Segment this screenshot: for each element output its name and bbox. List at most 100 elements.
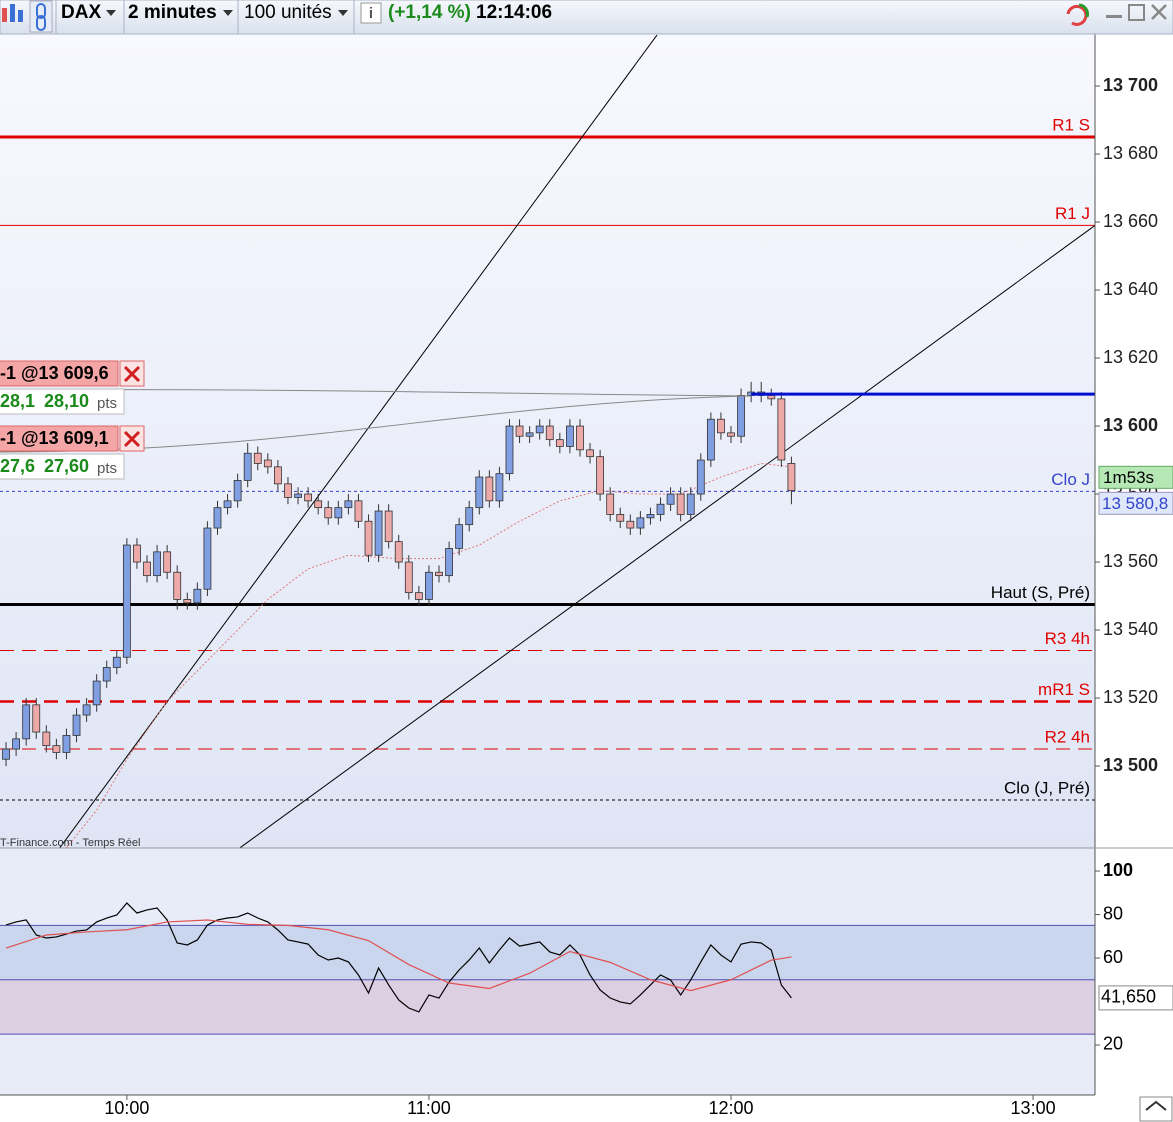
dropdown-arrow[interactable] xyxy=(106,10,116,16)
candle-body xyxy=(656,503,665,515)
candle-body xyxy=(485,476,494,502)
units-select[interactable]: 100 unités xyxy=(244,2,332,23)
info-button[interactable]: i xyxy=(360,2,382,24)
candle-body xyxy=(173,571,182,600)
candle-icon[interactable] xyxy=(2,4,23,22)
level-label: R2 4h xyxy=(1045,728,1090,747)
gain-unit: pts xyxy=(97,395,117,412)
candle-body xyxy=(52,745,61,753)
y-tick-label: 13 680 xyxy=(1103,143,1158,163)
level-label: Haut (S, Pré) xyxy=(991,583,1090,602)
candle-body xyxy=(42,731,51,747)
candle-body xyxy=(22,704,31,740)
rsi-lower-band xyxy=(0,979,1095,1035)
candle-body xyxy=(122,544,131,658)
candle-body xyxy=(555,439,564,447)
gain-box xyxy=(0,453,125,480)
candle-body xyxy=(445,548,453,577)
candle-body xyxy=(32,704,41,733)
candle-body xyxy=(163,551,172,573)
source: T-Finance.com - Temps Réel xyxy=(0,837,140,849)
candle-body xyxy=(2,748,10,760)
link-icon[interactable] xyxy=(29,0,53,33)
gain: 27,6 xyxy=(0,456,35,476)
candle-body xyxy=(475,476,484,509)
candle-body xyxy=(717,418,725,434)
clock: 12:14:06 xyxy=(476,2,552,23)
candle-body xyxy=(294,493,302,498)
symbol-select[interactable]: DAX xyxy=(61,2,101,23)
candle-body xyxy=(304,493,313,502)
candle-body xyxy=(646,514,655,519)
candle-body xyxy=(253,452,262,464)
price-axis xyxy=(1095,34,1173,1122)
candle-body xyxy=(12,738,21,750)
y-tick-label: 13 500 xyxy=(1103,755,1158,775)
candle-body xyxy=(72,714,81,736)
refresh-button[interactable] xyxy=(1066,3,1089,26)
y-tick-label: 13 700 xyxy=(1103,75,1158,95)
candle-body xyxy=(545,425,554,441)
y-tick-label: 13 640 xyxy=(1103,279,1158,299)
candle-body xyxy=(193,588,202,604)
candle-body xyxy=(767,395,776,400)
candle-body xyxy=(102,667,111,682)
candle-body xyxy=(324,507,333,519)
candle-body xyxy=(414,592,423,600)
change: (+1,14 %) xyxy=(388,2,471,23)
corner-icon[interactable] xyxy=(1139,1096,1173,1122)
candle-body xyxy=(364,520,373,556)
close-button[interactable] xyxy=(1151,4,1167,20)
rsi-value-box xyxy=(1098,985,1173,1011)
candle-body xyxy=(525,432,534,437)
candle-body xyxy=(455,524,464,549)
time-axis xyxy=(0,1095,1095,1122)
gain: 28,1 xyxy=(0,391,35,411)
level-label: R3 4h xyxy=(1045,629,1090,648)
candle-body xyxy=(596,456,605,495)
candle-body xyxy=(284,483,292,498)
candle-body xyxy=(787,463,796,492)
candle-body xyxy=(586,449,594,458)
maximize-button[interactable] xyxy=(1128,4,1145,21)
candle-body xyxy=(233,480,242,502)
candle-body xyxy=(515,425,524,437)
candle-body xyxy=(465,507,474,526)
candle-body xyxy=(566,425,574,447)
candle-body xyxy=(727,432,735,437)
candle-body xyxy=(223,500,232,509)
candle-body xyxy=(636,517,645,529)
rsi-upper-band xyxy=(0,925,1095,980)
candle-body xyxy=(616,514,625,522)
candle-body xyxy=(213,507,222,529)
rsi-value: 41,650 xyxy=(1101,987,1156,1007)
toolbar xyxy=(0,0,1173,35)
minimize-button[interactable] xyxy=(1106,15,1122,18)
interval-select[interactable]: 2 minutes xyxy=(128,2,217,23)
candle-body xyxy=(62,735,71,753)
level-label: R1 J xyxy=(1055,204,1090,223)
gain-points: 28,10 xyxy=(44,391,89,411)
candle-body xyxy=(183,599,192,604)
candle-body xyxy=(394,541,403,563)
y-tick-label: 60 xyxy=(1103,947,1123,967)
candle-body xyxy=(696,459,705,495)
candle-body xyxy=(535,425,544,434)
candle-body xyxy=(777,398,786,461)
candle-body xyxy=(676,493,685,515)
order-close-icon[interactable] xyxy=(123,430,141,448)
y-tick-label: 13 520 xyxy=(1103,687,1158,707)
countdown-box xyxy=(1098,465,1173,489)
dropdown-arrow[interactable] xyxy=(223,10,233,16)
candle-body xyxy=(334,507,343,519)
last-price-box xyxy=(1098,491,1173,515)
dropdown-arrow[interactable] xyxy=(338,10,348,16)
order-label: -1 @13 609,1 xyxy=(0,428,109,448)
candle-body xyxy=(425,571,433,600)
candle-body xyxy=(666,493,675,505)
gain-unit: pts xyxy=(97,460,117,477)
order-box xyxy=(0,360,119,387)
order-close-icon[interactable] xyxy=(123,365,141,383)
